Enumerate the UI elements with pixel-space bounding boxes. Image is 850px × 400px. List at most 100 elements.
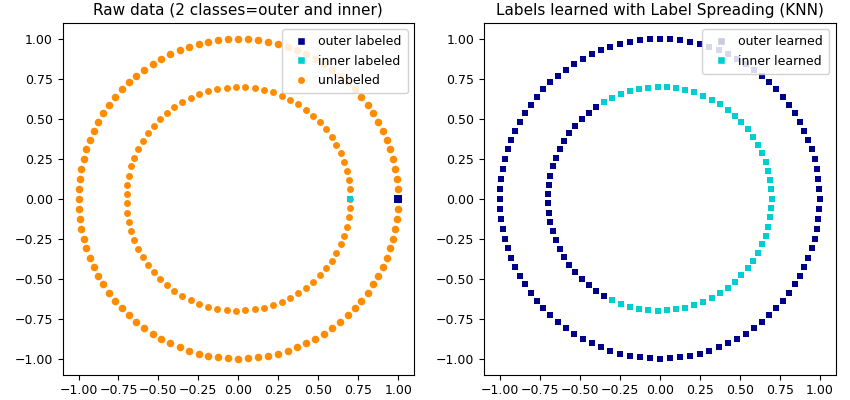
Point (97, 281, 110, 288)
Point (167, 288, 181, 294)
Point (130, 72, 144, 79)
Point (762, 168, 775, 174)
Point (193, 91, 207, 97)
Point (239, 307, 252, 314)
Point (387, 235, 400, 242)
Point (563, 261, 576, 268)
Point (155, 56, 168, 62)
Point (598, 292, 611, 299)
Point (275, 299, 288, 305)
Point (299, 340, 313, 347)
Point (536, 305, 550, 312)
Point (132, 146, 145, 152)
Point (138, 325, 151, 331)
Point (585, 340, 598, 347)
Point (109, 298, 122, 304)
Point (283, 295, 297, 301)
Point (513, 273, 527, 279)
Point (83, 137, 97, 143)
Point (122, 172, 136, 179)
Point (173, 344, 186, 351)
Point (805, 245, 819, 251)
Point (330, 250, 343, 256)
Point (653, 36, 666, 42)
Point (128, 154, 141, 161)
Point (746, 134, 760, 140)
Point (391, 196, 405, 202)
Point (740, 265, 754, 272)
Point (153, 276, 167, 282)
Point (72, 206, 86, 212)
Point (130, 319, 144, 325)
Point (291, 47, 304, 54)
Point (734, 272, 748, 278)
Point (334, 241, 348, 248)
Point (102, 290, 116, 296)
Point (702, 348, 716, 354)
Point (769, 305, 783, 312)
Point (184, 297, 197, 303)
Point (759, 232, 773, 239)
Point (632, 86, 646, 92)
Point (87, 128, 100, 134)
Point (558, 138, 571, 144)
Point (281, 348, 295, 354)
Point (391, 186, 405, 192)
Point (802, 254, 815, 261)
Point (146, 330, 160, 337)
Point (498, 156, 512, 162)
Point (759, 159, 773, 165)
Point (266, 302, 280, 308)
Point (377, 264, 390, 270)
Point (508, 128, 522, 134)
Point (176, 292, 190, 299)
Point (494, 206, 507, 212)
Point (813, 196, 826, 202)
Point (763, 177, 777, 183)
Point (161, 110, 174, 116)
Point (696, 299, 710, 305)
Point (248, 306, 262, 313)
Point (546, 228, 559, 234)
Point (552, 146, 566, 152)
Point (568, 61, 581, 67)
Point (493, 196, 507, 202)
Point (192, 41, 206, 47)
Point (291, 344, 304, 351)
Point (136, 254, 150, 260)
Point (568, 330, 581, 337)
Point (651, 308, 665, 314)
Point (330, 142, 343, 148)
Point (494, 186, 507, 192)
Point (544, 172, 558, 179)
Point (788, 110, 802, 116)
Point (513, 119, 527, 125)
Point (326, 66, 339, 73)
Point (76, 235, 90, 242)
Point (589, 104, 603, 110)
Point (536, 86, 550, 92)
Point (751, 142, 765, 148)
Point (734, 119, 748, 126)
Point (746, 258, 760, 264)
Point (122, 219, 136, 225)
Point (747, 66, 761, 73)
Point (524, 102, 537, 108)
Point (663, 36, 677, 42)
Point (337, 159, 351, 165)
Point (542, 182, 556, 188)
Point (739, 330, 752, 337)
Point (380, 137, 394, 143)
Point (222, 355, 235, 362)
Point (241, 355, 255, 362)
Point (271, 41, 285, 47)
Point (184, 94, 197, 101)
Point (747, 325, 761, 331)
Point (541, 191, 555, 197)
Point (755, 319, 768, 325)
Point (257, 304, 270, 311)
Point (231, 36, 245, 42)
Point (252, 37, 265, 44)
Point (504, 137, 518, 143)
Point (333, 72, 347, 79)
